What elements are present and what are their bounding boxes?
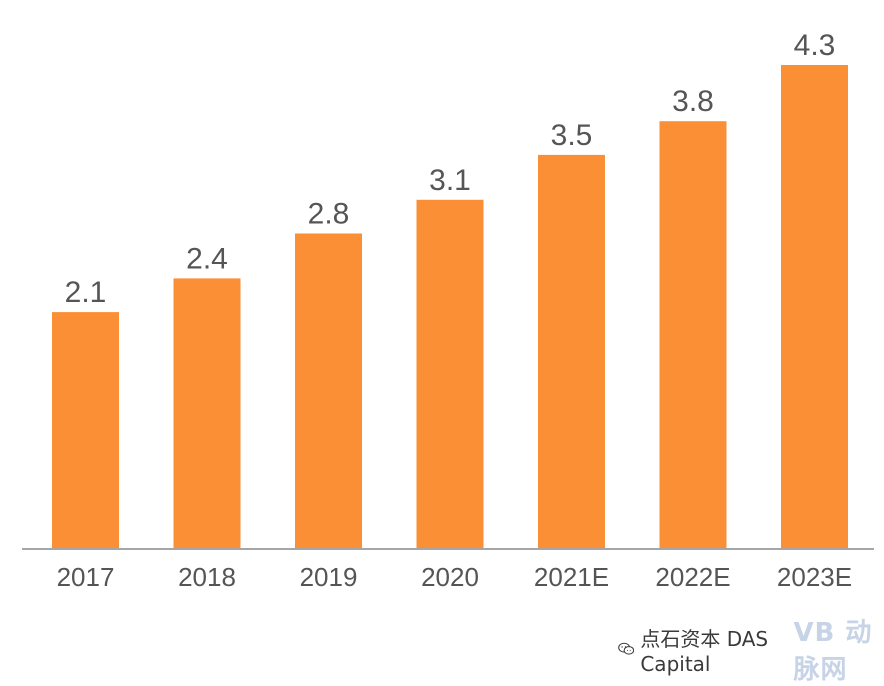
x-tick-label-2019: 2019 bbox=[300, 562, 358, 592]
x-tick-label-2020: 2020 bbox=[421, 562, 479, 592]
bar-2018 bbox=[173, 278, 241, 548]
value-label-2017: 2.1 bbox=[65, 276, 107, 309]
bar-2019 bbox=[295, 233, 362, 548]
watermark-source-text: 点石资本 DAS Capital bbox=[640, 626, 769, 676]
value-label-2020: 3.1 bbox=[429, 164, 471, 197]
x-tick-label-2023e: 2023E bbox=[777, 562, 852, 592]
source-watermark: 点石资本 DAS Capital VB 动脉网 bbox=[618, 612, 884, 686]
value-label-2022e: 3.8 bbox=[672, 85, 714, 118]
value-label-2018: 2.4 bbox=[186, 242, 228, 275]
x-tick-labels-group: 2017 2018 2019 2020 2021E 2022E 2023E bbox=[57, 562, 853, 592]
value-label-2023e: 4.3 bbox=[794, 29, 836, 62]
bar-2020 bbox=[416, 199, 484, 549]
wechat-icon bbox=[618, 642, 635, 655]
bar-chart: 2.12.42.83.13.53.84.3 2017 2018 2019 2020 20… bbox=[22, 29, 874, 592]
x-tick-label-2018: 2018 bbox=[178, 562, 236, 592]
bar-2022e bbox=[659, 121, 727, 548]
watermark-mark: VB 动脉网 bbox=[793, 618, 873, 685]
bar-2021e bbox=[538, 154, 605, 548]
value-label-2021e: 3.5 bbox=[551, 119, 593, 152]
value-labels-group: 2.1 2.4 2.8 3.1 3.5 3.8 4.3 bbox=[65, 29, 836, 309]
bar-2017 bbox=[52, 312, 119, 548]
x-tick-label-2021e: 2021E bbox=[534, 562, 609, 592]
bars-group bbox=[52, 65, 848, 549]
x-tick-label-2022e: 2022E bbox=[655, 562, 730, 592]
x-tick-label-2017: 2017 bbox=[57, 562, 115, 592]
value-label-2019: 2.8 bbox=[308, 198, 350, 231]
bar-2023e bbox=[781, 65, 848, 548]
